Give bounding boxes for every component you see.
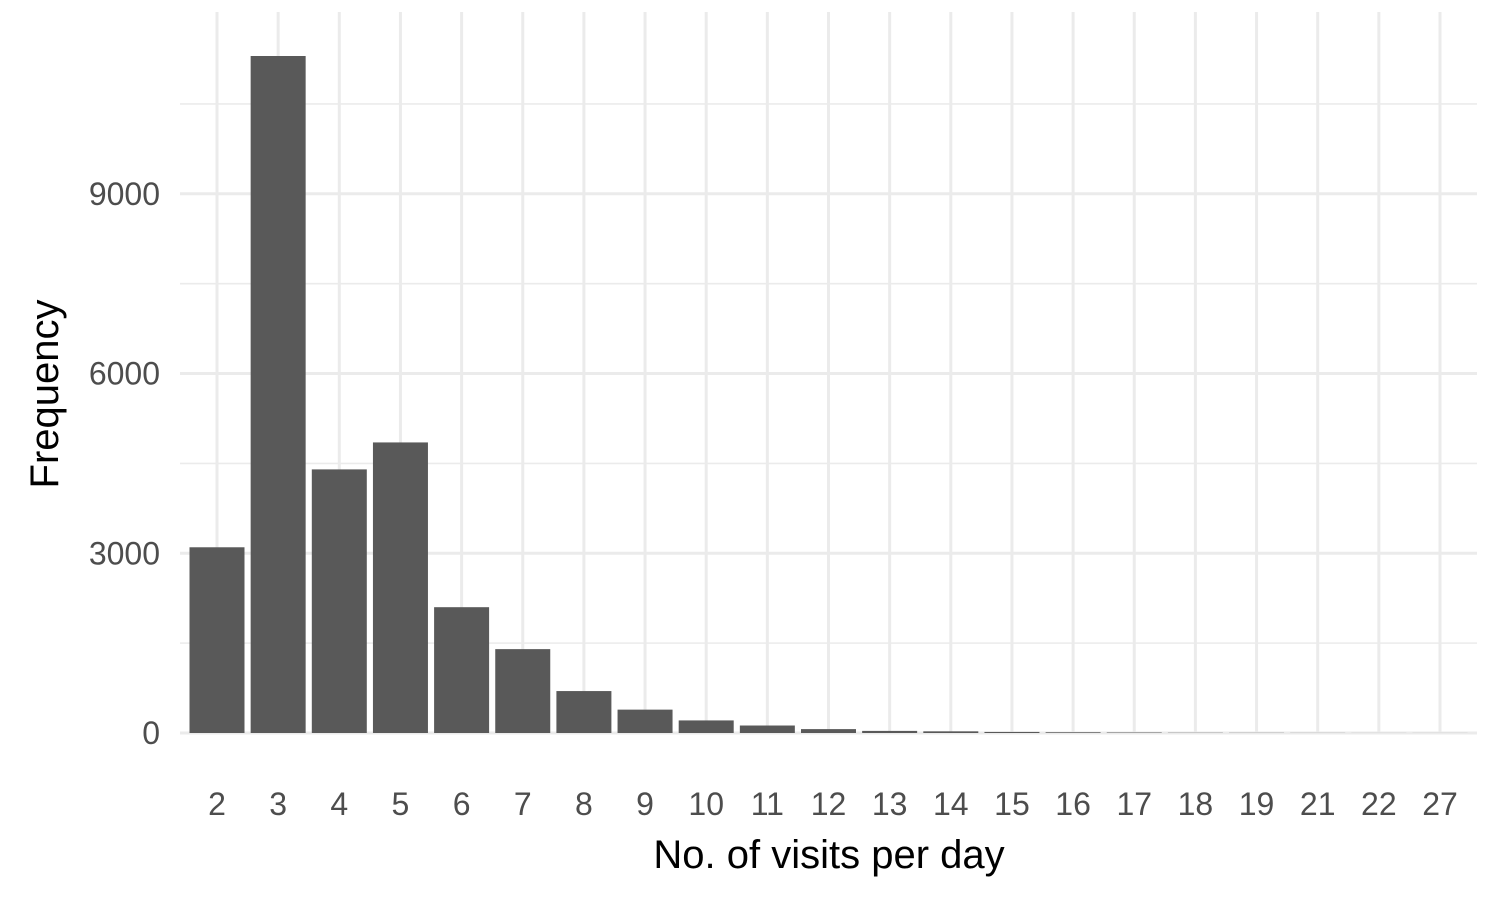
x-tick-label: 11 — [751, 786, 784, 822]
bar — [923, 731, 979, 733]
x-tick-label: 9 — [636, 786, 654, 822]
bar — [556, 691, 612, 733]
x-tick-label: 22 — [1361, 786, 1397, 822]
x-tick-label: 17 — [1116, 786, 1152, 822]
bar — [678, 720, 734, 733]
bar — [1045, 732, 1101, 733]
y-axis-ticks: 0 3000 6000 9000 — [89, 176, 160, 751]
bars — [189, 56, 1468, 733]
x-tick-label: 5 — [392, 786, 410, 822]
bar — [495, 649, 551, 733]
bar — [372, 442, 428, 733]
bar — [801, 729, 856, 733]
x-axis-ticks: 2 3 4 5 6 7 8 9 10 11 12 13 14 15 16 17 18 19 21 22 27 — [208, 786, 1458, 822]
x-tick-label: 4 — [330, 786, 348, 822]
x-tick-label: 2 — [208, 786, 226, 822]
x-tick-label: 15 — [994, 786, 1030, 822]
x-axis-title: No. of visits per day — [653, 833, 1004, 877]
bar — [434, 607, 490, 733]
bar — [617, 709, 673, 733]
y-axis-title: Frequency — [23, 300, 67, 489]
x-tick-label: 21 — [1300, 786, 1336, 822]
x-tick-label: 18 — [1178, 786, 1214, 822]
x-tick-label: 6 — [453, 786, 471, 822]
bar — [189, 547, 245, 733]
x-tick-label: 3 — [269, 786, 287, 822]
y-tick-label: 6000 — [89, 356, 160, 392]
x-tick-label: 7 — [514, 786, 532, 822]
bar — [862, 730, 918, 733]
x-tick-label: 27 — [1422, 786, 1458, 822]
x-tick-label: 8 — [575, 786, 593, 822]
bar — [250, 56, 306, 733]
x-tick-label: 19 — [1239, 786, 1275, 822]
bar — [739, 725, 795, 733]
x-tick-label: 10 — [688, 786, 724, 822]
y-tick-label: 3000 — [89, 535, 160, 571]
x-tick-label: 12 — [811, 786, 847, 822]
x-tick-label: 16 — [1055, 786, 1091, 822]
y-tick-label: 0 — [142, 715, 160, 751]
x-tick-label: 13 — [872, 786, 908, 822]
x-tick-label: 14 — [933, 786, 969, 822]
bar — [984, 731, 1040, 733]
bar — [311, 469, 367, 733]
y-tick-label: 9000 — [89, 176, 160, 212]
